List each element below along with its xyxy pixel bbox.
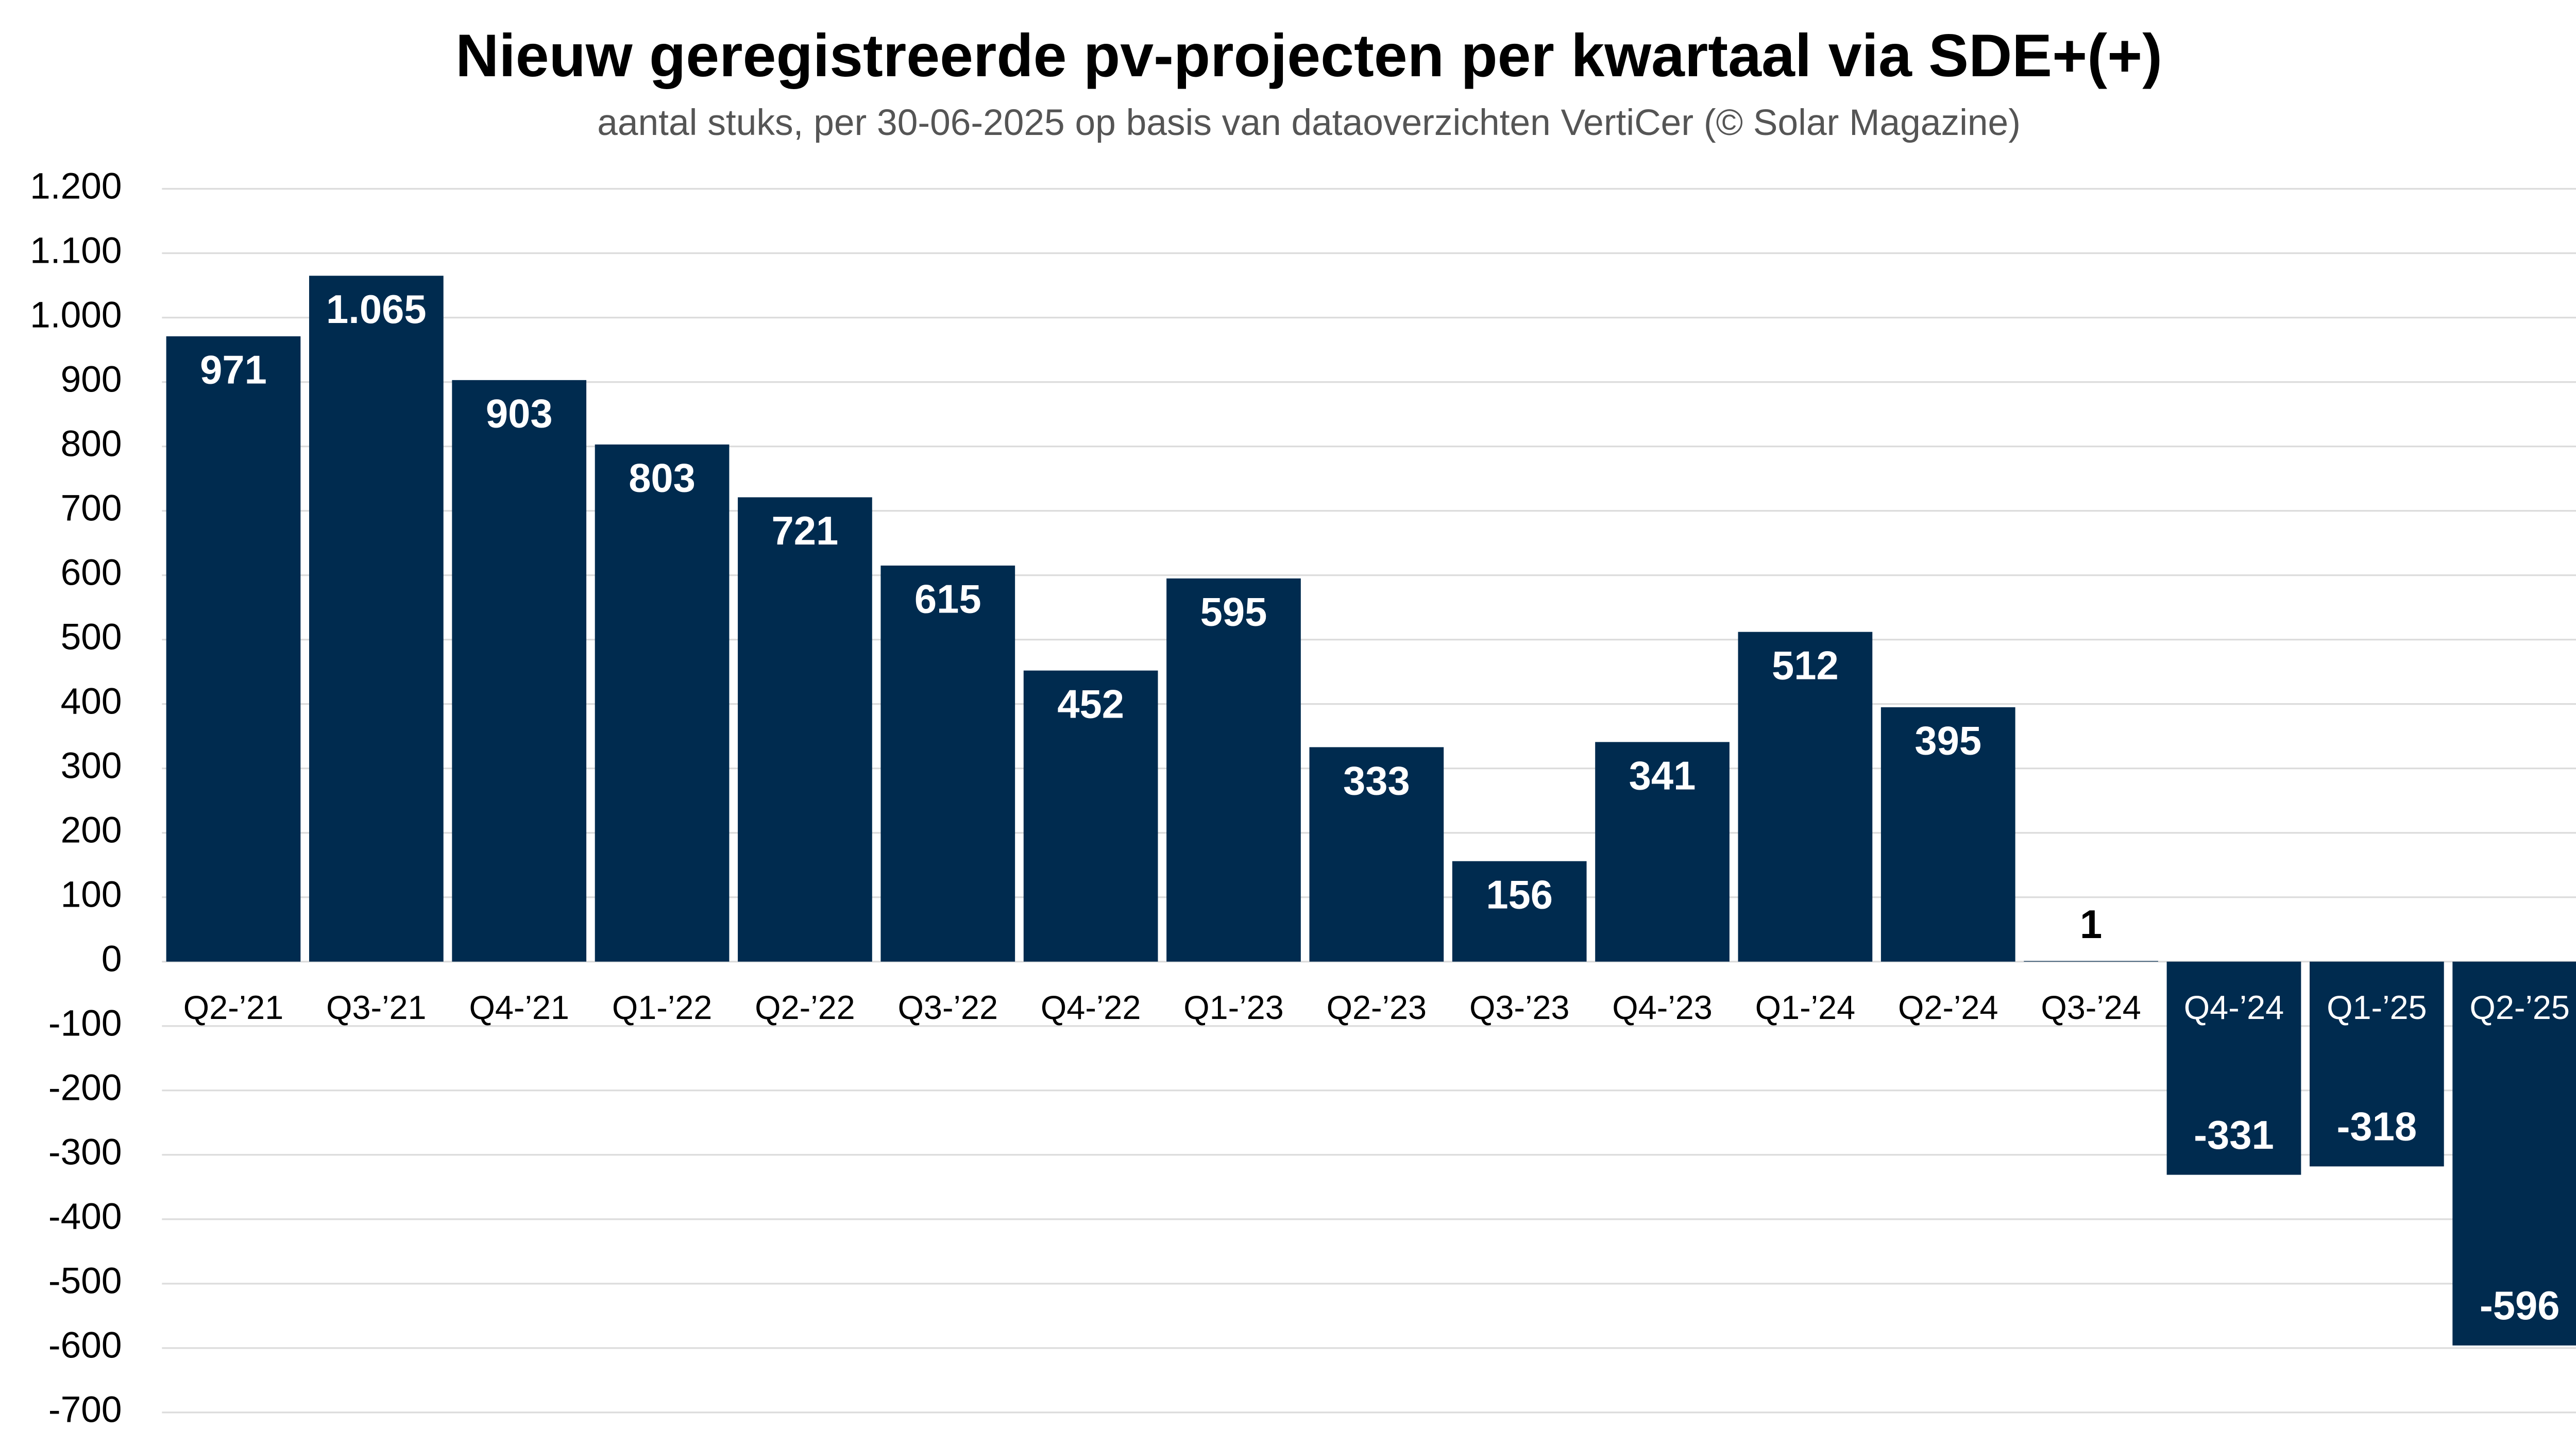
bar bbox=[2452, 961, 2576, 1346]
y-tick-label: 700 bbox=[61, 487, 122, 529]
x-tick-label: Q3-’21 bbox=[326, 989, 426, 1026]
y-tick-label: 600 bbox=[61, 552, 122, 593]
y-tick-label: 1.200 bbox=[30, 165, 122, 207]
y-tick-label: -400 bbox=[48, 1196, 122, 1237]
x-tick-label: Q2-’25 bbox=[2469, 989, 2570, 1026]
bar bbox=[595, 444, 730, 962]
value-label: 341 bbox=[1629, 754, 1696, 798]
y-tick-label: -300 bbox=[48, 1132, 122, 1173]
value-label: -318 bbox=[2336, 1105, 2417, 1149]
x-tick-label: Q1-’25 bbox=[2327, 989, 2427, 1026]
bar bbox=[880, 565, 1015, 962]
bar bbox=[1738, 632, 1873, 962]
chart-subtitle: aantal stuks, per 30-06-2025 op basis va… bbox=[597, 102, 2021, 143]
y-tick-label: -100 bbox=[48, 1003, 122, 1044]
bar bbox=[166, 336, 301, 962]
bar bbox=[1023, 670, 1158, 962]
y-tick-label: -200 bbox=[48, 1067, 122, 1109]
bar bbox=[1880, 707, 2015, 962]
bar bbox=[1166, 578, 1301, 962]
x-tick-label: Q3-’23 bbox=[1469, 989, 1570, 1026]
value-label: 1.065 bbox=[326, 287, 427, 332]
y-tick-label: 900 bbox=[61, 359, 122, 400]
value-label: -331 bbox=[2194, 1113, 2274, 1158]
x-tick-label: Q4-’24 bbox=[2184, 989, 2284, 1026]
y-tick-label: 800 bbox=[61, 423, 122, 464]
value-label: 615 bbox=[914, 577, 981, 622]
value-label: 1 bbox=[2080, 903, 2102, 947]
y-tick-label: 500 bbox=[61, 616, 122, 657]
chart-title: Nieuw geregistreerde pv-projecten per kw… bbox=[455, 22, 2162, 89]
y-tick-label: 300 bbox=[61, 745, 122, 787]
x-tick-label: Q3-’22 bbox=[898, 989, 998, 1026]
bar bbox=[1595, 742, 1730, 962]
y-tick-label: 1.000 bbox=[30, 294, 122, 335]
x-tick-label: Q2-’21 bbox=[183, 989, 284, 1026]
bar bbox=[1309, 747, 1444, 962]
y-tick-label: 200 bbox=[61, 810, 122, 851]
x-tick-label: Q4-’22 bbox=[1041, 989, 1141, 1026]
x-tick-label: Q2-’22 bbox=[755, 989, 855, 1026]
value-label: 903 bbox=[486, 392, 553, 436]
value-label: 721 bbox=[772, 509, 839, 553]
y-tick-label: 100 bbox=[61, 874, 122, 915]
x-tick-label: Q2-’23 bbox=[1327, 989, 1427, 1026]
value-label: -596 bbox=[2480, 1284, 2560, 1328]
bar bbox=[2309, 961, 2444, 1167]
x-tick-label: Q1-’23 bbox=[1183, 989, 1284, 1026]
value-label: 595 bbox=[1200, 590, 1267, 635]
x-tick-label: Q1-’22 bbox=[612, 989, 713, 1026]
y-tick-label: 1.100 bbox=[30, 230, 122, 271]
value-label: 803 bbox=[629, 456, 696, 501]
y-tick-label: -600 bbox=[48, 1325, 122, 1366]
bar bbox=[738, 497, 872, 962]
value-label: 971 bbox=[200, 348, 267, 393]
value-label: 452 bbox=[1057, 682, 1124, 726]
x-tick-label: Q3-’24 bbox=[2041, 989, 2141, 1026]
y-tick-label: 400 bbox=[61, 681, 122, 722]
x-tick-label: Q1-’24 bbox=[1755, 989, 1856, 1026]
y-tick-label: -700 bbox=[48, 1389, 122, 1431]
bar bbox=[309, 276, 444, 962]
bar bbox=[1452, 861, 1587, 962]
y-tick-label: 0 bbox=[101, 939, 122, 980]
value-label: 156 bbox=[1486, 873, 1553, 917]
y-tick-label: -500 bbox=[48, 1261, 122, 1302]
value-label: 333 bbox=[1343, 759, 1410, 803]
x-tick-label: Q4-’21 bbox=[469, 989, 569, 1026]
bar bbox=[452, 380, 587, 962]
x-tick-label: Q4-’23 bbox=[1612, 989, 1712, 1026]
x-tick-label: Q2-’24 bbox=[1898, 989, 1998, 1026]
value-label: 512 bbox=[1772, 643, 1839, 688]
bar bbox=[2166, 961, 2301, 1175]
value-label: 395 bbox=[1914, 719, 1981, 763]
